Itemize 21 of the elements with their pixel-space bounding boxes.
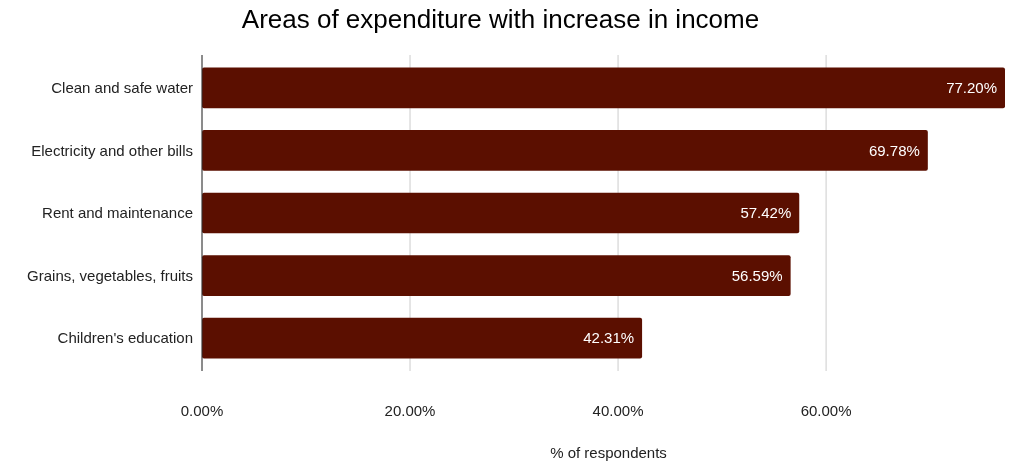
- bar: [202, 67, 1005, 109]
- y-tick-label: Children's education: [57, 329, 193, 347]
- data-label: 57.42%: [740, 204, 792, 222]
- x-tick-label: 0.00%: [180, 402, 224, 419]
- y-tick-label: Grains, vegetables, fruits: [27, 266, 193, 284]
- bar: [202, 192, 800, 234]
- x-tick-label: 60.00%: [800, 402, 852, 419]
- x-tick-label: 40.00%: [592, 402, 644, 419]
- y-tick-label: Clean and safe water: [51, 79, 193, 97]
- data-label: 56.59%: [731, 266, 783, 284]
- bar: [202, 317, 643, 359]
- bar: [202, 255, 791, 296]
- data-label: 42.31%: [583, 329, 635, 347]
- chart-title: Areas of expenditure with increase in income: [241, 4, 760, 34]
- data-label: 69.78%: [868, 141, 920, 159]
- y-tick-label: Electricity and other bills: [31, 141, 193, 159]
- bar: [202, 130, 928, 171]
- x-axis-title: % of respondents: [550, 444, 667, 461]
- y-tick-label: Rent and maintenance: [42, 204, 193, 222]
- data-label: 77.20%: [946, 79, 997, 97]
- x-tick-label: 20.00%: [384, 402, 436, 419]
